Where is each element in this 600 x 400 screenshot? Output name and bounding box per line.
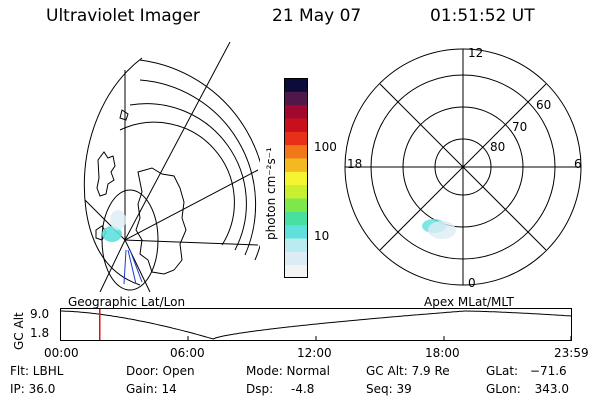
geographic-map bbox=[83, 42, 260, 293]
colorbar-segment bbox=[284, 184, 308, 199]
colorbar-segment bbox=[284, 198, 308, 212]
colorbar-segment bbox=[284, 171, 308, 186]
mode-info: Mode: Normal bbox=[246, 364, 330, 378]
lat-label-60: 60 bbox=[536, 98, 552, 112]
colorbar-unit-label: photon cm⁻²s⁻¹ bbox=[264, 147, 278, 240]
colorbar-segment bbox=[284, 91, 308, 106]
mlt-label-0: 0 bbox=[468, 276, 476, 290]
gc-alt-info: GC Alt: 7.9 Re bbox=[366, 364, 450, 378]
colorbar-tick-10: 10 bbox=[314, 229, 330, 243]
dsp-label: Dsp: bbox=[246, 382, 274, 396]
glat-label: GLat: bbox=[486, 364, 519, 378]
colorbar-segment bbox=[284, 78, 308, 92]
alt-plot-y-tick-low: 1.8 bbox=[30, 326, 50, 340]
apex-panel-label: Apex MLat/MLT bbox=[424, 295, 514, 309]
colorbar bbox=[284, 78, 308, 278]
door-info: Door: Open bbox=[126, 364, 195, 378]
alt-plot-x-tick-4: 23:59 bbox=[554, 346, 589, 360]
colorbar-segment bbox=[284, 104, 308, 119]
alt-plot-y-title: GC Alt bbox=[12, 312, 26, 350]
date-label: 21 May 07 bbox=[272, 6, 362, 26]
colorbar-segment bbox=[284, 224, 308, 239]
glat-info: GLat: −71.6 bbox=[486, 364, 567, 378]
colorbar-segment bbox=[284, 251, 308, 266]
glon-info: GLon: 343.0 bbox=[486, 382, 569, 396]
gain-info: Gain: 14 bbox=[126, 382, 177, 396]
alt-plot-x-tick-0: 00:00 bbox=[44, 346, 79, 360]
lat-label-70: 70 bbox=[512, 120, 528, 134]
colorbar-segment bbox=[284, 144, 308, 159]
colorbar-segment bbox=[284, 131, 308, 146]
polar-plot bbox=[344, 48, 582, 286]
colorbar-segment bbox=[284, 118, 308, 132]
instrument-title: Ultraviolet Imager bbox=[46, 6, 200, 26]
colorbar-segment bbox=[284, 238, 308, 252]
dsp-value: -4.8 bbox=[290, 382, 315, 396]
glon-value: 343.0 bbox=[534, 382, 569, 396]
dsp-info: Dsp: -4.8 bbox=[246, 382, 314, 396]
seq-info: Seq: 39 bbox=[366, 382, 412, 396]
lat-label-80: 80 bbox=[490, 140, 506, 154]
mlt-label-6: 6 bbox=[574, 157, 582, 171]
colorbar-segment bbox=[284, 264, 308, 278]
colorbar-segment bbox=[284, 158, 308, 172]
filter-info: Flt: LBHL bbox=[10, 364, 64, 378]
alt-plot-x-tick-1: 06:00 bbox=[170, 346, 205, 360]
mlt-label-12: 12 bbox=[468, 46, 484, 60]
glat-value: −71.6 bbox=[529, 364, 567, 378]
time-label: 01:51:52 UT bbox=[430, 6, 535, 26]
alt-plot-y-tick-high: 9.0 bbox=[30, 307, 50, 321]
ip-info: IP: 36.0 bbox=[10, 382, 56, 396]
alt-plot-x-tick-2: 12:00 bbox=[297, 346, 332, 360]
mlt-label-18: 18 bbox=[347, 157, 363, 171]
colorbar-segment bbox=[284, 211, 308, 226]
alt-plot bbox=[60, 308, 572, 341]
alt-plot-x-tick-3: 18:00 bbox=[425, 346, 460, 360]
colorbar-tick-100: 100 bbox=[314, 140, 337, 154]
geographic-panel-label: Geographic Lat/Lon bbox=[68, 295, 186, 309]
glon-label: GLon: bbox=[486, 382, 521, 396]
